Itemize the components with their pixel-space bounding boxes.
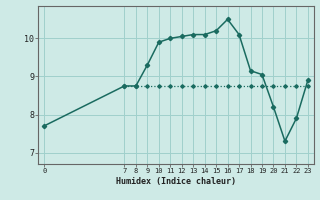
X-axis label: Humidex (Indice chaleur): Humidex (Indice chaleur) (116, 177, 236, 186)
